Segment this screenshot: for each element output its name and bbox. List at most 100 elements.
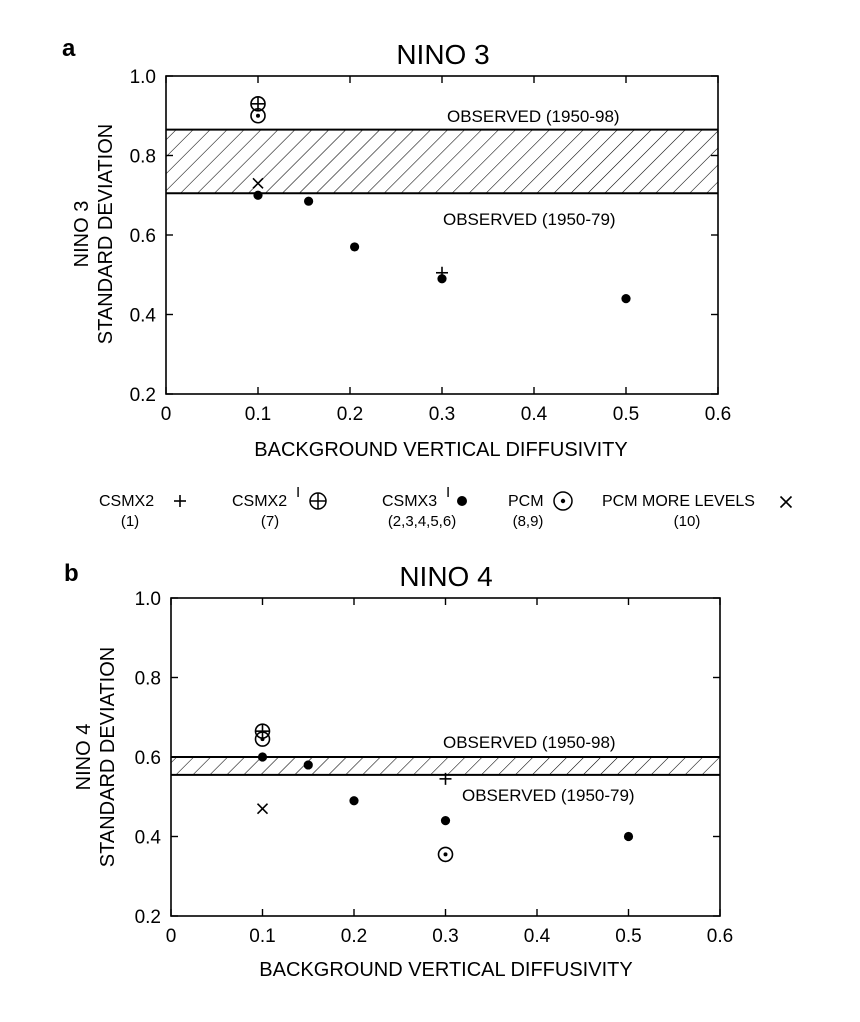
panel-a-ytick-label: 0.6 (130, 226, 156, 247)
panel-a-dot-marker-point (621, 294, 631, 304)
panel-b-ytick-label: 0.8 (135, 669, 161, 690)
legend-label-csmx2-prime: CSMX2 (232, 493, 287, 510)
panel-a-plot: OBSERVED (1950-98)OBSERVED (1950-79)0.20… (130, 67, 732, 425)
panel-b-plot: OBSERVED (1950-98)OBSERVED (1950-79)0.20… (135, 589, 734, 947)
panel-b-dot-marker-point (257, 752, 268, 762)
legend-runs-pcm: (8,9) (513, 513, 544, 530)
dot-glyph (621, 294, 631, 304)
panel-a-xlabel: BACKGROUND VERTICAL DIFFUSIVITY (254, 439, 627, 461)
dot-glyph (623, 831, 634, 842)
plus-marker-icon (174, 495, 186, 507)
legend-item-csmx3-prime: CSMX3 I (2,3,4,5,6) (382, 484, 467, 530)
panel-a-title: NINO 3 (396, 39, 489, 70)
center-dot (256, 113, 260, 118)
legend-runs-pcm-more-levels: (10) (674, 513, 701, 530)
circle-ring (254, 731, 271, 747)
panel-b-x-marker-point (256, 803, 269, 815)
legend-runs-csmx2-prime: (7) (261, 513, 279, 530)
panel-b-circle-plus-marker-point (254, 723, 271, 739)
legend-sup-csmx2-prime: I (296, 484, 300, 501)
panel-b-observed-band (171, 757, 720, 775)
circle-ring (437, 846, 454, 863)
dot-glyph (257, 752, 268, 762)
panel-b-dot-marker-point (623, 831, 634, 842)
legend-item-csmx2-prime: CSMX2 I (7) (232, 484, 327, 530)
dot-glyph (440, 816, 451, 826)
panel-b-xtick-label: 0.1 (249, 926, 275, 947)
panel-a-xtick-label: 0.4 (521, 404, 548, 425)
panel-b-xtick-label: 0.6 (707, 926, 733, 947)
panel-b-dot-marker-point (440, 816, 451, 826)
legend-runs-csmx3-prime: (2,3,4,5,6) (388, 513, 456, 530)
panel-a-ytick-label: 0.4 (130, 306, 157, 327)
legend-label-pcm-more-levels: PCM MORE LEVELS (602, 493, 755, 510)
dot-glyph (303, 760, 313, 770)
panel-a-ylabel-line2: STANDARD DEVIATION (95, 124, 117, 344)
panel-b-xtick-label: 0 (166, 926, 177, 947)
dot-glyph (304, 196, 314, 206)
legend-sup-csmx3-prime: I (446, 484, 450, 501)
panel-a-ytick-label: 1.0 (130, 67, 156, 88)
panel-b-xtick-label: 0.5 (615, 926, 641, 947)
panel-a-xtick-label: 0.1 (245, 404, 271, 425)
panel-b-title: NINO 4 (399, 561, 492, 592)
panel-b-xlabel: BACKGROUND VERTICAL DIFFUSIVITY (259, 959, 632, 981)
center-dot (260, 737, 265, 742)
panel-a-xtick-label: 0.2 (337, 404, 363, 425)
panel-a-ytick-label: 0.2 (130, 385, 156, 406)
legend-item-pcm-more-levels: PCM MORE LEVELS (10) (602, 493, 793, 530)
panel-a-xtick-label: 0.3 (429, 404, 455, 425)
panel-b-xtick-label: 0.3 (432, 926, 458, 947)
panel-b-ytick-label: 0.2 (135, 907, 161, 928)
panel-b-ylabel-line1: NINO 4 (73, 724, 95, 791)
panel-b-observed-low-label: OBSERVED (1950-79) (462, 786, 635, 805)
legend-label-csmx3-prime: CSMX3 (382, 493, 437, 510)
dot-glyph (437, 274, 447, 284)
panel-a-dot-marker-point (437, 274, 447, 284)
panel-b-circle-dot-marker-point (254, 731, 271, 747)
legend: CSMX2 (1) CSMX2 I (7) CSMX3 I (2,3,4,5,6… (99, 484, 793, 530)
panel-b-circle-dot-marker-point (437, 846, 454, 863)
legend-label-pcm: PCM (508, 493, 544, 510)
panel-b-ytick-label: 0.4 (135, 828, 162, 849)
dot-marker-icon (457, 496, 467, 506)
panel-b-observed-high-label: OBSERVED (1950-98) (443, 733, 616, 752)
panel-b-dot-marker-point (303, 760, 313, 770)
circle-dot-marker-icon (553, 491, 573, 511)
legend-runs-csmx2: (1) (121, 513, 139, 530)
panel-b-xtick-label: 0.2 (341, 926, 367, 947)
panel-b-letter: b (64, 560, 79, 587)
panel-a-circle-dot-marker-point (250, 107, 266, 124)
dot-glyph (350, 242, 360, 252)
panel-b-ylabel-line2: STANDARD DEVIATION (97, 647, 119, 867)
panel-a-plot-frame (165, 75, 719, 395)
dot-glyph (349, 796, 359, 806)
panel-a-observed-high-label: OBSERVED (1950-98) (447, 107, 620, 126)
panel-a-xtick-label: 0 (161, 404, 172, 425)
legend-item-csmx2: CSMX2 (1) (99, 493, 186, 530)
panel-a-letter: a (62, 35, 76, 62)
panel-b-dot-marker-point (349, 796, 359, 806)
panel-a-observed-band (166, 129, 718, 194)
panel-a-observed-low-label: OBSERVED (1950-79) (443, 210, 616, 229)
x-stroke-2 (256, 803, 269, 815)
panel-a-ytick-label: 0.8 (130, 147, 156, 168)
panel-a-dot-marker-point (350, 242, 360, 252)
legend-item-pcm: PCM (8,9) (508, 491, 573, 530)
panel-a-dot-marker-point (253, 190, 263, 200)
circle-plus-marker-icon (309, 492, 327, 510)
panel-a-ylabel-line1: NINO 3 (71, 201, 93, 268)
dot-glyph (253, 190, 263, 200)
x-stroke-2 (252, 177, 264, 189)
panel-a-x-marker-point (252, 177, 264, 189)
circle-ring (250, 107, 266, 124)
panel-a-xtick-label: 0.6 (705, 404, 731, 425)
legend-label-csmx2: CSMX2 (99, 493, 154, 510)
panel-b-ytick-label: 1.0 (135, 589, 161, 610)
panel-b-ytick-label: 0.6 (135, 748, 161, 769)
x-marker-icon (779, 495, 793, 509)
center-dot (443, 852, 448, 857)
panel-b-xtick-label: 0.4 (524, 926, 551, 947)
panel-a-dot-marker-point (304, 196, 314, 206)
